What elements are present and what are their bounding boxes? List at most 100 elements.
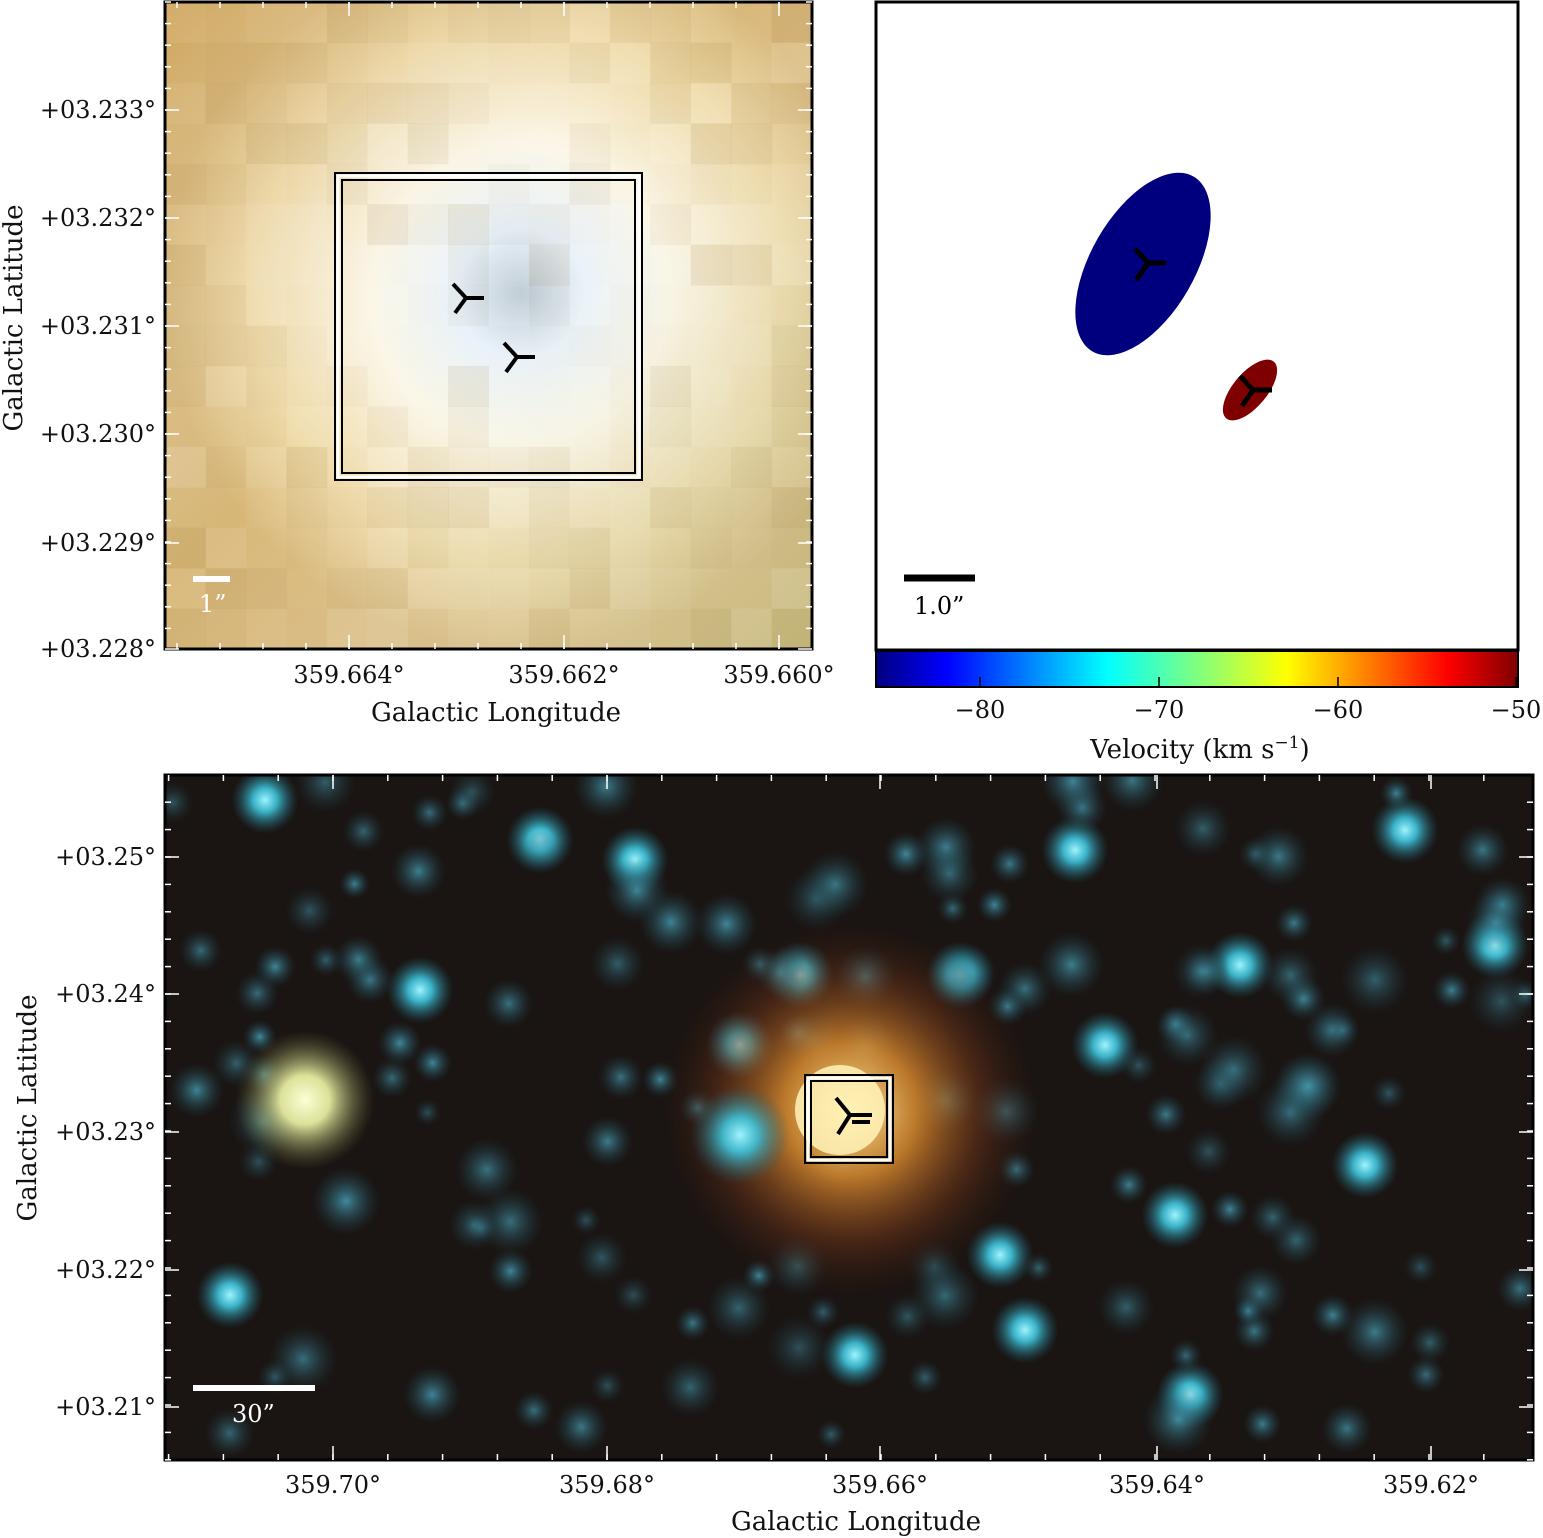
zoom-pixel <box>771 365 812 407</box>
zoom-pixel <box>731 244 773 286</box>
zoom-pixel <box>771 568 812 610</box>
zoom-pixel <box>610 83 651 124</box>
zoom-pixel <box>448 42 489 84</box>
zoom-pixel <box>690 42 732 84</box>
star <box>284 885 335 937</box>
zoom-pixel <box>528 244 570 286</box>
star <box>570 1204 602 1236</box>
star <box>333 934 384 985</box>
star <box>1406 1355 1446 1395</box>
zoom-xtick-label: 359.660° <box>723 661 834 689</box>
zoom-pixel <box>488 2 530 43</box>
zoom-pixel <box>245 123 287 165</box>
zoom-pixel <box>650 447 691 488</box>
zoom-pixel <box>529 285 570 326</box>
zoom-ytick-label: +03.228° <box>40 635 156 663</box>
wide-ytick-label: +03.23° <box>55 1118 156 1146</box>
zoom-pixel <box>772 447 813 488</box>
zoom-pixel <box>488 406 530 448</box>
zoom-pixel <box>488 568 530 610</box>
zoom-pixel <box>731 487 772 528</box>
zoom-pixel <box>650 164 691 205</box>
zoom-pixel <box>488 244 530 286</box>
wide-ytick-label: +03.25° <box>55 843 156 871</box>
zoom-pixel <box>165 365 206 407</box>
zoom-pixel <box>528 2 570 43</box>
zoom-pixel <box>650 406 692 448</box>
wide-xtick-label: 359.68° <box>559 1471 655 1499</box>
zoom-pixel <box>691 164 732 205</box>
zoom-pixel <box>448 326 489 367</box>
zoom-pixel <box>327 204 368 245</box>
zoom-pixel <box>407 244 449 286</box>
zoom-pixel <box>528 163 570 205</box>
star <box>341 809 386 854</box>
star <box>1408 1321 1451 1364</box>
zoom-pixel <box>771 42 812 84</box>
zoom-pixel <box>690 244 732 286</box>
zoom-pixel <box>326 325 368 367</box>
wide-xtick-label: 359.66° <box>832 1471 928 1499</box>
zoom-pixel <box>650 2 692 43</box>
zoom-pixel <box>771 406 812 448</box>
zoom-pixel <box>367 285 409 326</box>
zoom-pixel <box>286 528 327 569</box>
zoom-scalebar-label: 1” <box>199 590 227 618</box>
zoom-pixel <box>407 487 449 529</box>
star <box>989 843 1031 885</box>
star <box>203 1406 256 1460</box>
zoom-pixel <box>650 487 692 529</box>
zoom-pixel <box>569 123 611 165</box>
zoom-pixel <box>569 244 611 286</box>
star <box>1326 1013 1360 1047</box>
zoom-pixel <box>165 446 206 488</box>
zoom-panel: 1” +03.233° +03.232° +03.231° +03.230° +… <box>0 0 835 728</box>
zoom-pixel <box>326 82 368 124</box>
colorbar-tick-label: −60 <box>1313 696 1364 724</box>
zoom-pixel <box>690 527 732 569</box>
wide-ticks <box>165 775 1533 1461</box>
star <box>1496 1264 1533 1313</box>
star <box>453 1136 520 1203</box>
zoom-pixel <box>408 2 449 43</box>
zoom-pixel <box>650 609 691 650</box>
cyan-star <box>690 1085 790 1185</box>
star <box>178 928 224 973</box>
zoom-pixel <box>690 285 732 326</box>
zoom-pixel <box>165 82 206 124</box>
zoom-pixel <box>448 2 489 43</box>
velocity-frame <box>874 0 1520 652</box>
colorbar-tick-label: −80 <box>955 696 1006 724</box>
zoom-pixel <box>367 527 409 569</box>
zoom-pixel <box>610 447 651 488</box>
zoom-pixel <box>286 244 328 286</box>
star <box>1311 1293 1355 1337</box>
zoom-pixel <box>205 325 247 367</box>
zoom-pixel <box>610 123 651 164</box>
zoom-pixel <box>326 285 368 326</box>
zoom-pixel <box>246 609 287 650</box>
zoom-pixel <box>165 608 206 649</box>
zoom-pixel <box>246 528 287 569</box>
star <box>413 1098 442 1127</box>
star <box>613 1274 654 1316</box>
zoom-pixel <box>367 42 408 83</box>
zoom-xaxis-title: Galactic Longitude <box>371 698 621 728</box>
zoom-pixel <box>528 487 570 529</box>
zoom-pixel <box>286 609 327 650</box>
zoom-pixel <box>609 527 651 569</box>
star <box>1171 941 1230 1001</box>
zoom-pixel <box>609 2 651 43</box>
zoom-pixel <box>731 123 773 165</box>
star <box>1339 1296 1410 1367</box>
zoom-pixel <box>528 204 570 246</box>
zoom-pixel <box>691 326 732 367</box>
zoom-pixel <box>165 2 206 43</box>
zoom-pixel <box>367 568 409 610</box>
star <box>919 843 980 904</box>
star <box>1273 1051 1343 1121</box>
star <box>1430 925 1462 956</box>
zoom-pixel <box>731 406 772 447</box>
zoom-pixel <box>246 164 287 205</box>
zoom-pixel <box>165 285 206 326</box>
